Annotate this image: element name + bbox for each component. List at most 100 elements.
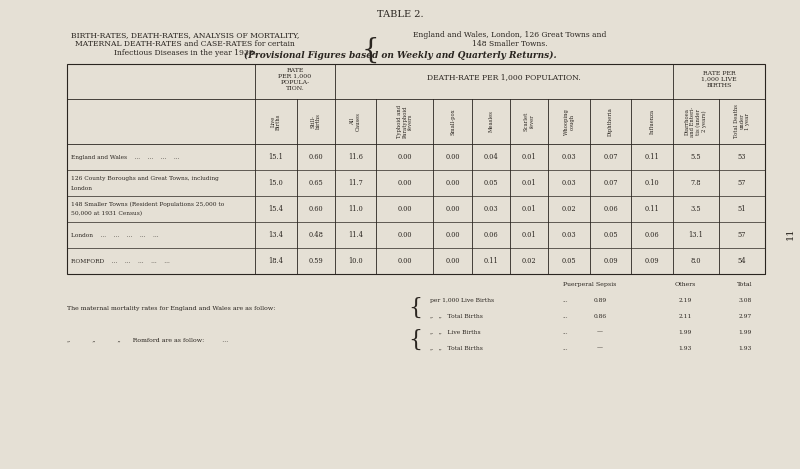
Text: 0.00: 0.00 — [446, 257, 460, 265]
Text: Total: Total — [737, 281, 753, 287]
Text: 54: 54 — [738, 257, 746, 265]
Text: 0.01: 0.01 — [522, 179, 537, 187]
Text: 0.86: 0.86 — [594, 313, 606, 318]
Text: per 1,000 Live Births: per 1,000 Live Births — [430, 297, 494, 303]
Text: Live
Births: Live Births — [270, 113, 281, 130]
Text: 0.06: 0.06 — [483, 231, 498, 239]
Text: „   „   Total Births: „ „ Total Births — [430, 313, 483, 318]
Text: 53: 53 — [738, 153, 746, 161]
Text: 57: 57 — [738, 179, 746, 187]
Text: 1.93: 1.93 — [678, 346, 692, 350]
Text: Puerperal Sepsis: Puerperal Sepsis — [563, 281, 617, 287]
Text: 0.89: 0.89 — [594, 297, 606, 303]
Text: 0.00: 0.00 — [398, 205, 412, 213]
Text: 3.5: 3.5 — [690, 205, 702, 213]
Text: 0.65: 0.65 — [308, 179, 323, 187]
Text: 51: 51 — [738, 205, 746, 213]
Text: 0.00: 0.00 — [446, 153, 460, 161]
Text: 0.00: 0.00 — [398, 153, 412, 161]
Text: 0.11: 0.11 — [483, 257, 498, 265]
Text: 1.99: 1.99 — [738, 330, 752, 334]
Text: England and Wales, London, 126 Great Towns and
148 Smaller Towns.: England and Wales, London, 126 Great Tow… — [414, 31, 606, 48]
Text: London: London — [71, 186, 93, 190]
Text: 0.04: 0.04 — [483, 153, 498, 161]
Text: 0.60: 0.60 — [309, 205, 323, 213]
Text: Diarrhoea
and Enteri-
tis (under
2 years): Diarrhoea and Enteri- tis (under 2 years… — [685, 106, 707, 136]
Text: Whooping
cough: Whooping cough — [564, 108, 574, 135]
Text: —: — — [597, 346, 603, 350]
Text: 0.02: 0.02 — [522, 257, 537, 265]
Text: 0.05: 0.05 — [603, 231, 618, 239]
Text: 15.0: 15.0 — [269, 179, 283, 187]
Text: 0.06: 0.06 — [603, 205, 618, 213]
Text: 0.09: 0.09 — [645, 257, 659, 265]
Text: ...: ... — [562, 330, 568, 334]
Text: 11.6: 11.6 — [348, 153, 363, 161]
Text: 148 Smaller Towns (Resident Populations 25,000 to: 148 Smaller Towns (Resident Populations … — [71, 201, 224, 207]
Text: 0.11: 0.11 — [645, 205, 660, 213]
Text: 0.03: 0.03 — [562, 179, 577, 187]
Text: BIRTH-RATES, DEATH-RATES, ANALYSIS OF MORTALITY,
MATERNAL DEATH-RATES and CASE-R: BIRTH-RATES, DEATH-RATES, ANALYSIS OF MO… — [71, 31, 299, 57]
Text: 11: 11 — [786, 228, 794, 240]
Text: 11.0: 11.0 — [348, 205, 363, 213]
Text: ROMFORD    ...    ...    ...    ...    ...: ROMFORD ... ... ... ... ... — [71, 258, 170, 264]
Text: 0.00: 0.00 — [398, 179, 412, 187]
Text: 3.08: 3.08 — [738, 297, 752, 303]
Text: 2.97: 2.97 — [738, 313, 752, 318]
Text: Small-pox: Small-pox — [450, 108, 455, 135]
Text: RATE
PER 1,000
POPULA-
TION.: RATE PER 1,000 POPULA- TION. — [278, 68, 311, 91]
Text: 1.93: 1.93 — [738, 346, 752, 350]
Text: 0.03: 0.03 — [562, 153, 577, 161]
Text: 2.11: 2.11 — [678, 313, 692, 318]
Text: 0.03: 0.03 — [562, 231, 577, 239]
Text: TABLE 2.: TABLE 2. — [377, 9, 423, 18]
Text: 0.03: 0.03 — [483, 205, 498, 213]
Text: 1.99: 1.99 — [678, 330, 692, 334]
Text: 0.00: 0.00 — [446, 231, 460, 239]
Text: 0.00: 0.00 — [398, 231, 412, 239]
Text: 10.0: 10.0 — [348, 257, 363, 265]
Text: 0.00: 0.00 — [446, 205, 460, 213]
Text: 7.8: 7.8 — [691, 179, 702, 187]
Bar — [67, 64, 765, 274]
Text: 0.05: 0.05 — [562, 257, 577, 265]
Text: ...: ... — [562, 297, 568, 303]
Text: 11.4: 11.4 — [348, 231, 363, 239]
Text: Influenza: Influenza — [650, 109, 654, 134]
Text: Measles: Measles — [488, 111, 494, 132]
Text: 0.00: 0.00 — [398, 257, 412, 265]
Text: 126 County Boroughs and Great Towns, including: 126 County Boroughs and Great Towns, inc… — [71, 175, 218, 181]
Text: England and Wales    ...    ...    ...    ...: England and Wales ... ... ... ... — [71, 154, 179, 159]
Text: „           „           „      Romford are as follow:         ...: „ „ „ Romford are as follow: ... — [67, 338, 228, 342]
Text: DEATH-RATE PER 1,000 POPULATION.: DEATH-RATE PER 1,000 POPULATION. — [427, 74, 581, 82]
Text: 0.01: 0.01 — [522, 153, 537, 161]
Text: Typhoid and
Paratyphoid
fevers: Typhoid and Paratyphoid fevers — [397, 105, 414, 138]
Text: 0.07: 0.07 — [603, 179, 618, 187]
Text: ...: ... — [562, 346, 568, 350]
Text: Still-
births: Still- births — [310, 113, 321, 129]
Text: 15.4: 15.4 — [268, 205, 283, 213]
Text: 0.60: 0.60 — [309, 153, 323, 161]
Text: 0.11: 0.11 — [645, 153, 660, 161]
Text: {: { — [408, 297, 422, 319]
Text: RATE PER
1,000 LIVE
BIRTHS: RATE PER 1,000 LIVE BIRTHS — [702, 71, 737, 88]
Text: 0.02: 0.02 — [562, 205, 577, 213]
Text: Diphtheria: Diphtheria — [608, 107, 613, 136]
Text: 8.0: 8.0 — [691, 257, 702, 265]
Text: 18.4: 18.4 — [268, 257, 283, 265]
Text: Others: Others — [674, 281, 696, 287]
Text: 57: 57 — [738, 231, 746, 239]
Text: 50,000 at 1931 Census): 50,000 at 1931 Census) — [71, 212, 142, 217]
Text: 0.00: 0.00 — [446, 179, 460, 187]
Text: 0.06: 0.06 — [645, 231, 659, 239]
Text: {: { — [361, 37, 379, 64]
Text: 11.7: 11.7 — [348, 179, 363, 187]
Text: „   „   Total Births: „ „ Total Births — [430, 346, 483, 350]
Text: 5.5: 5.5 — [690, 153, 702, 161]
Text: 0.48: 0.48 — [308, 231, 323, 239]
Text: 2.19: 2.19 — [678, 297, 692, 303]
Text: 0.59: 0.59 — [308, 257, 323, 265]
Text: —: — — [597, 330, 603, 334]
Text: {: { — [408, 329, 422, 351]
Text: 0.07: 0.07 — [603, 153, 618, 161]
